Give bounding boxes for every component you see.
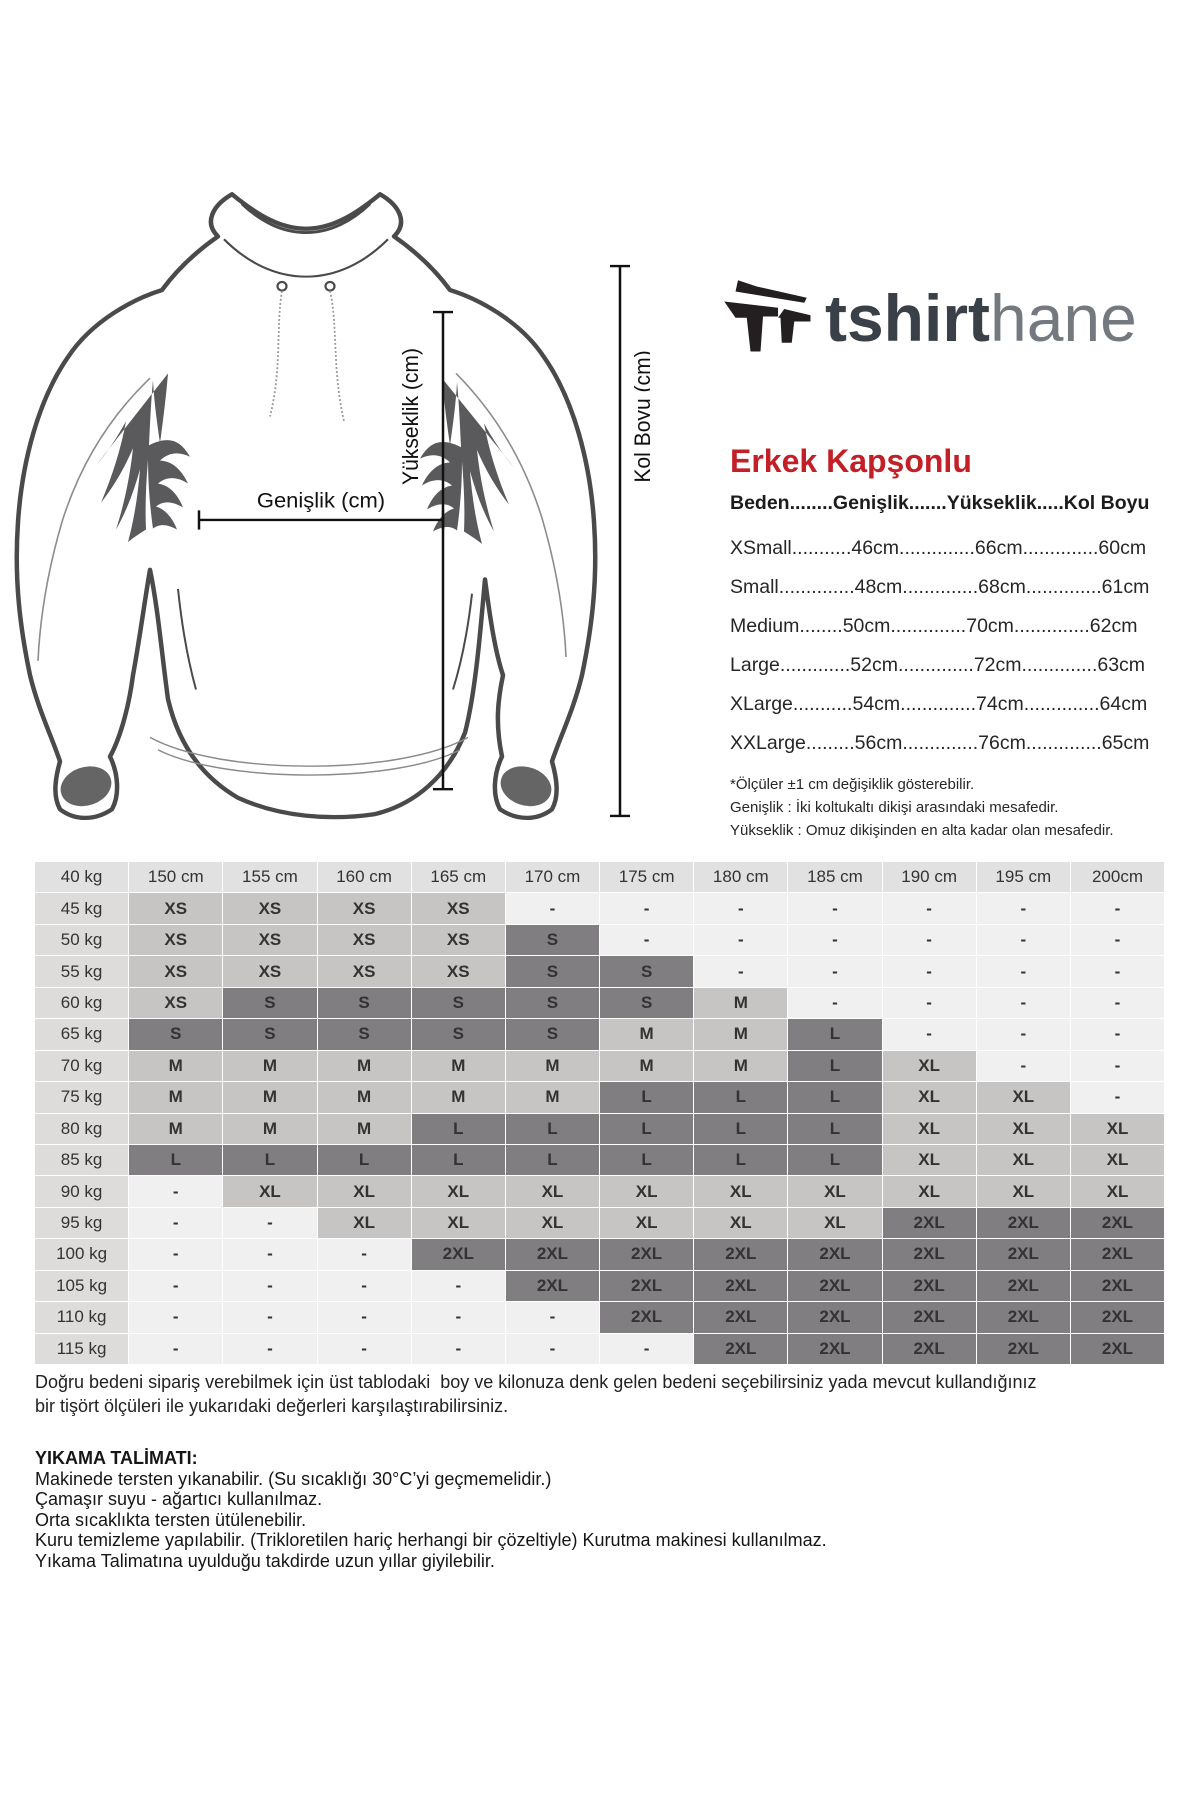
svg-text:tshirthane: tshirthane	[825, 281, 1137, 355]
svg-text:Kol Boyu (cm): Kol Boyu (cm)	[631, 350, 650, 482]
svg-text:Genişlik (cm): Genişlik (cm)	[257, 489, 385, 512]
svg-text:Yükseklik (cm): Yükseklik (cm)	[399, 348, 424, 485]
